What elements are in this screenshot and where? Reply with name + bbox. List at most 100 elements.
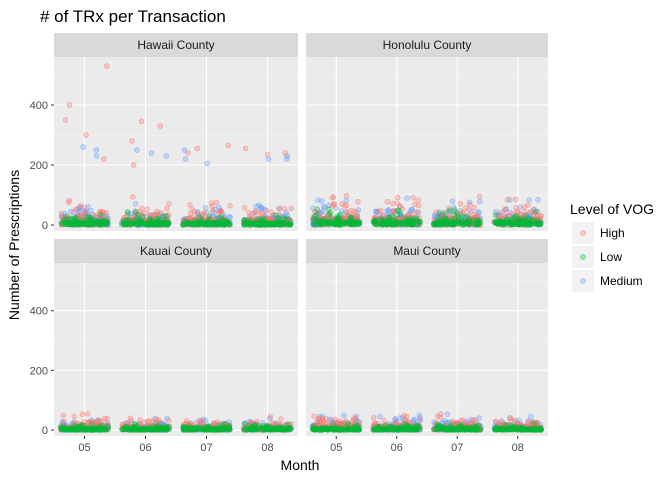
scatter-point [442, 209, 448, 216]
scatter-point [79, 411, 86, 418]
scatter-point [198, 418, 205, 424]
scatter-point [451, 207, 458, 213]
scatter-point [415, 197, 421, 204]
scatter-point [184, 425, 191, 432]
scatter-point [410, 220, 417, 226]
scatter-point [212, 206, 218, 213]
scatter-point [465, 207, 472, 213]
scatter-point [330, 194, 337, 200]
scatter-point [537, 220, 544, 226]
scatter-point [470, 417, 477, 423]
scatter-point [370, 414, 377, 421]
scatter-point [318, 219, 324, 226]
scatter-point [475, 220, 481, 226]
scatter-point-outlier [194, 145, 201, 152]
facet-strip-label: Maui County [393, 244, 460, 258]
scatter-point [476, 193, 483, 200]
scatter-point [413, 215, 420, 221]
scatter-point-outlier [181, 147, 188, 153]
scatter-point [389, 213, 395, 219]
scatter-point [253, 203, 260, 210]
scatter-point [194, 220, 200, 227]
x-tick-label: 05 [78, 442, 90, 454]
scatter-point [323, 416, 329, 422]
scatter-point [331, 201, 338, 207]
scatter-point [192, 426, 199, 432]
scatter-point-outlier [66, 102, 73, 108]
scatter-point [523, 212, 529, 218]
scatter-point [332, 416, 338, 423]
scatter-point [390, 200, 396, 207]
scatter-point [390, 208, 396, 214]
scatter-point-outlier [242, 145, 249, 152]
scatter-point [268, 427, 274, 433]
scatter-point [97, 211, 104, 218]
scatter-point [226, 213, 233, 220]
scatter-point-outlier [129, 138, 135, 144]
panel-background [54, 57, 298, 231]
scatter-point [262, 221, 268, 228]
scatter-point [410, 195, 416, 201]
scatter-point [216, 221, 223, 228]
scatter-point [209, 203, 216, 209]
scatter-point [220, 425, 226, 432]
scatter-point [346, 219, 353, 226]
scatter-point [526, 197, 532, 203]
facet-strip [54, 33, 298, 57]
scatter-point [311, 413, 317, 419]
scatter-point [457, 201, 464, 207]
scatter-point [213, 199, 220, 206]
scatter-point [81, 425, 88, 432]
scatter-point [341, 412, 347, 419]
scatter-point [513, 205, 519, 211]
scatter-point [502, 206, 509, 213]
scatter-point [406, 218, 412, 225]
scatter-point [193, 420, 200, 426]
scatter-point [153, 416, 160, 423]
y-tick-label: 0 [42, 425, 48, 437]
scatter-point [241, 205, 248, 211]
scatter-point [311, 213, 318, 220]
scatter-point-outlier [83, 132, 89, 138]
scatter-point [201, 220, 207, 227]
scatter-point [442, 418, 448, 424]
scatter-point [125, 221, 132, 228]
scatter-point [378, 207, 384, 214]
scatter-point [135, 211, 141, 217]
scatter-point [354, 220, 360, 226]
scatter-point [90, 427, 97, 433]
scatter-point [97, 220, 104, 227]
scatter-point [85, 204, 91, 210]
scatter-point [263, 426, 269, 433]
scatter-point [528, 413, 534, 420]
scatter-point [394, 212, 401, 218]
scatter-point [436, 211, 442, 217]
scatter-point [471, 211, 477, 218]
y-tick-label: 200 [30, 365, 48, 377]
scatter-point-outlier [182, 156, 189, 162]
scatter-point [132, 201, 139, 207]
scatter-point [393, 219, 400, 226]
scatter-point [411, 210, 418, 217]
scatter-point [348, 207, 354, 214]
scatter-point [404, 195, 410, 201]
scatter-point [102, 426, 109, 432]
y-tick-label: 0 [42, 220, 48, 232]
scatter-point [241, 420, 248, 427]
scatter-point [377, 413, 383, 420]
scatter-point [325, 218, 331, 225]
scatter-point [381, 417, 387, 424]
scatter-point-outlier [93, 153, 100, 159]
scatter-point [84, 221, 91, 227]
scatter-point [250, 427, 257, 433]
facet-strip-label: Honolulu County [383, 38, 472, 52]
scatter-point [202, 204, 209, 211]
scatter-point [477, 198, 483, 205]
x-tick-label: 08 [261, 442, 273, 454]
scatter-point [288, 205, 295, 212]
scatter-point [455, 213, 461, 220]
scatter-point [449, 198, 456, 205]
